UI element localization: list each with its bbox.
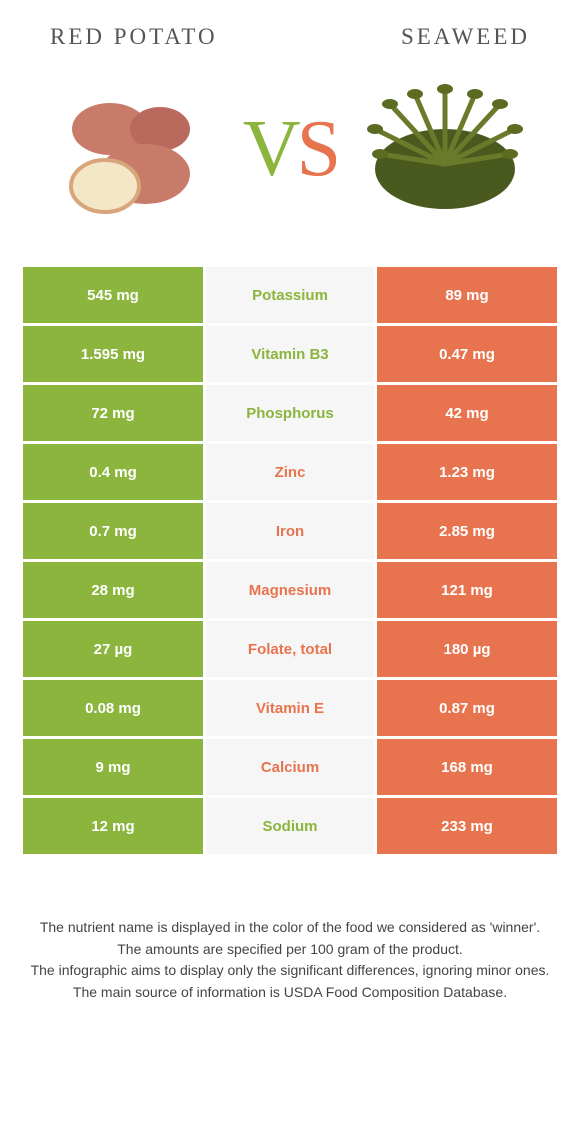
right-food-title: SEAWEED [401, 24, 530, 50]
hero-row: VS [20, 74, 560, 254]
footer-line: The main source of information is USDA F… [30, 982, 550, 1004]
titles-row: RED POTATO SEAWEED [20, 24, 560, 50]
nutrient-name-cell: Vitamin E [206, 680, 374, 736]
left-value-cell: 545 mg [23, 267, 203, 323]
right-value-cell: 2.85 mg [377, 503, 557, 559]
footer-line: The infographic aims to display only the… [30, 960, 550, 982]
footer-line: The nutrient name is displayed in the co… [30, 917, 550, 939]
left-value-cell: 0.7 mg [23, 503, 203, 559]
table-row: 0.7 mgIron2.85 mg [23, 503, 557, 559]
left-food-image [50, 74, 220, 224]
right-value-cell: 121 mg [377, 562, 557, 618]
nutrient-name-cell: Sodium [206, 798, 374, 854]
nutrient-name-cell: Potassium [206, 267, 374, 323]
table-row: 28 mgMagnesium121 mg [23, 562, 557, 618]
left-value-cell: 0.08 mg [23, 680, 203, 736]
left-value-cell: 1.595 mg [23, 326, 203, 382]
nutrient-name-cell: Iron [206, 503, 374, 559]
right-value-cell: 180 µg [377, 621, 557, 677]
table-row: 12 mgSodium233 mg [23, 798, 557, 854]
table-row: 27 µgFolate, total180 µg [23, 621, 557, 677]
right-value-cell: 233 mg [377, 798, 557, 854]
left-value-cell: 28 mg [23, 562, 203, 618]
right-value-cell: 1.23 mg [377, 444, 557, 500]
right-value-cell: 168 mg [377, 739, 557, 795]
table-row: 0.4 mgZinc1.23 mg [23, 444, 557, 500]
table-row: 0.08 mgVitamin E0.87 mg [23, 680, 557, 736]
right-value-cell: 89 mg [377, 267, 557, 323]
table-row: 72 mgPhosphorus42 mg [23, 385, 557, 441]
left-value-cell: 72 mg [23, 385, 203, 441]
table-row: 1.595 mgVitamin B30.47 mg [23, 326, 557, 382]
vs-label: VS [243, 104, 337, 195]
nutrient-name-cell: Magnesium [206, 562, 374, 618]
vs-v: V [243, 105, 297, 193]
nutrient-name-cell: Folate, total [206, 621, 374, 677]
nutrient-name-cell: Zinc [206, 444, 374, 500]
nutrient-table: 545 mgPotassium89 mg1.595 mgVitamin B30.… [20, 264, 560, 857]
vs-s: S [297, 105, 338, 193]
left-food-title: RED POTATO [50, 24, 218, 50]
left-value-cell: 9 mg [23, 739, 203, 795]
right-food-image [360, 74, 530, 224]
right-value-cell: 0.87 mg [377, 680, 557, 736]
nutrient-name-cell: Vitamin B3 [206, 326, 374, 382]
left-value-cell: 12 mg [23, 798, 203, 854]
left-value-cell: 27 µg [23, 621, 203, 677]
right-value-cell: 42 mg [377, 385, 557, 441]
right-value-cell: 0.47 mg [377, 326, 557, 382]
footer-line: The amounts are specified per 100 gram o… [30, 939, 550, 961]
left-value-cell: 0.4 mg [23, 444, 203, 500]
table-row: 9 mgCalcium168 mg [23, 739, 557, 795]
table-row: 545 mgPotassium89 mg [23, 267, 557, 323]
nutrient-name-cell: Phosphorus [206, 385, 374, 441]
nutrient-name-cell: Calcium [206, 739, 374, 795]
footer-notes: The nutrient name is displayed in the co… [20, 917, 560, 1004]
